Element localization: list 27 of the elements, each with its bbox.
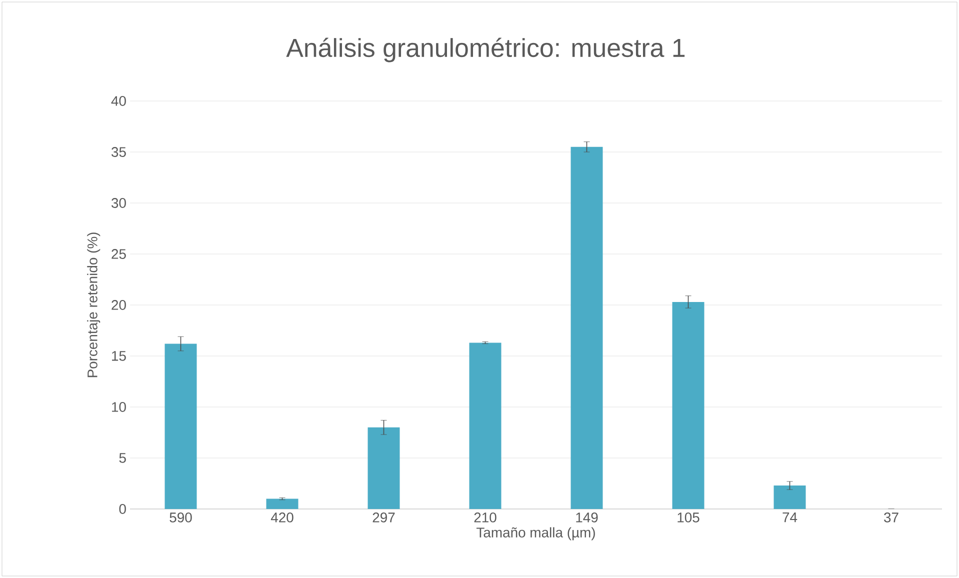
bar	[774, 486, 806, 509]
bar	[469, 342, 502, 509]
y-tick-label: 20	[112, 300, 126, 310]
bar	[570, 146, 603, 509]
bar	[672, 302, 704, 509]
y-tick-label: 40	[111, 96, 126, 106]
y-tick-label: 15	[112, 351, 126, 361]
x-axis-title: Tamaño malla (µm)	[476, 527, 595, 540]
x-tick-label: 149	[576, 512, 598, 522]
y-tick-label: 30	[112, 198, 126, 208]
y-tick-label: 10	[112, 402, 126, 412]
x-tick-label: 74	[782, 512, 798, 522]
y-axis-title: Porcentaje retenido (%)	[87, 232, 100, 378]
x-tick-label: 297	[372, 512, 395, 522]
x-tick-label: 37	[884, 512, 898, 522]
x-tick-label: 590	[170, 512, 192, 522]
x-tick-label: 105	[678, 512, 700, 522]
bar	[164, 344, 197, 509]
bar	[368, 427, 400, 509]
y-tick-label: 35	[112, 147, 126, 157]
y-tick-label: 5	[119, 453, 126, 463]
x-tick-label: 210	[474, 512, 496, 522]
chart-title: Análisis granulométrico: muestra 1	[286, 38, 685, 62]
bar	[266, 498, 298, 509]
y-tick-label: 25	[112, 249, 126, 259]
x-tick-label: 420	[270, 512, 294, 522]
y-tick-label: 0	[119, 504, 126, 514]
